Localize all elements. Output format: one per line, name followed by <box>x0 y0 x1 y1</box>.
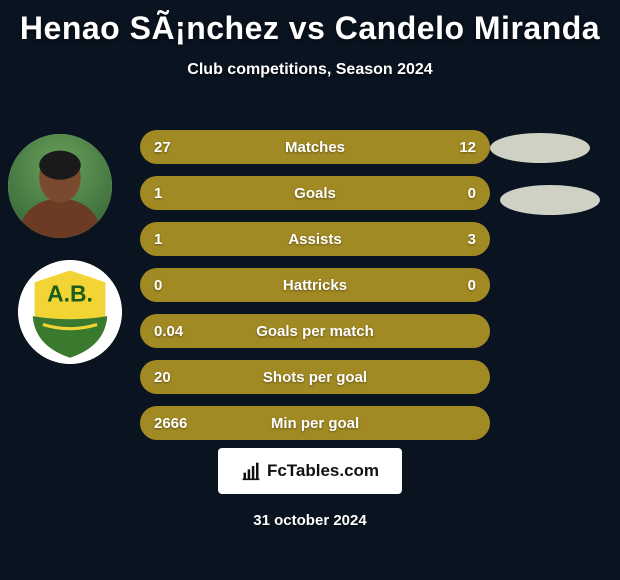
svg-text:A.B.: A.B. <box>47 281 93 307</box>
stat-row: 20 Shots per goal <box>140 360 490 394</box>
stat-label: Shots per goal <box>140 369 490 386</box>
stat-row: 1 Goals 0 <box>140 176 490 210</box>
player2-oval <box>490 133 590 163</box>
player1-avatar <box>8 134 112 238</box>
player2-oval <box>500 185 600 215</box>
brand-box[interactable]: FcTables.com <box>218 448 402 494</box>
season-subtitle: Club competitions, Season 2024 <box>0 61 620 79</box>
stat-row: 27 Matches 12 <box>140 130 490 164</box>
shield-icon: A.B. <box>18 260 122 364</box>
person-icon <box>8 134 112 238</box>
stat-label: Goals per match <box>140 323 490 340</box>
brand-label: FcTables.com <box>267 461 379 481</box>
date-label: 31 october 2024 <box>0 512 620 529</box>
bar-chart-icon <box>241 461 261 481</box>
stat-label: Goals <box>140 185 490 202</box>
stat-label: Hattricks <box>140 277 490 294</box>
stat-row: 0.04 Goals per match <box>140 314 490 348</box>
stat-row: 0 Hattricks 0 <box>140 268 490 302</box>
stat-label: Matches <box>140 139 490 156</box>
stat-label: Min per goal <box>140 415 490 432</box>
stat-label: Assists <box>140 231 490 248</box>
club-badge: A.B. <box>18 260 122 364</box>
stat-row: 2666 Min per goal <box>140 406 490 440</box>
stat-row: 1 Assists 3 <box>140 222 490 256</box>
page-title: Henao SÃ¡nchez vs Candelo Miranda <box>0 10 620 47</box>
stats-table: 27 Matches 12 1 Goals 0 1 Assists 3 0 Ha… <box>140 130 490 452</box>
